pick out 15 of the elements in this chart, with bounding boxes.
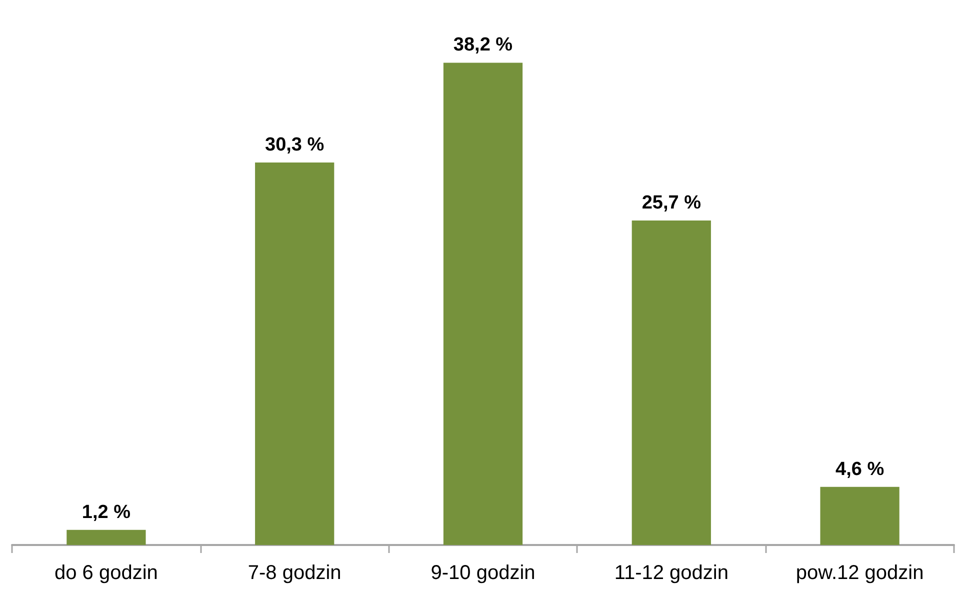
x-tick-label: 9-10 godzin (430, 562, 536, 584)
data-label: 30,3 % (265, 134, 324, 156)
data-label: 1,2 % (82, 502, 131, 523)
data-label: 25,7 % (642, 192, 702, 214)
bar (443, 62, 523, 545)
bar (255, 162, 334, 545)
x-tick-label: 11-12 godzin (614, 562, 728, 584)
bar (632, 220, 711, 545)
x-tick-label: do 6 godzin (54, 562, 158, 584)
x-tick-label: pow.12 godzin (796, 562, 924, 584)
data-label: 4,6 % (836, 458, 884, 480)
bar (66, 530, 146, 545)
data-label: 38,2 % (453, 34, 513, 56)
bar (820, 486, 900, 545)
x-tick-label: 7-8 godzin (248, 562, 342, 584)
